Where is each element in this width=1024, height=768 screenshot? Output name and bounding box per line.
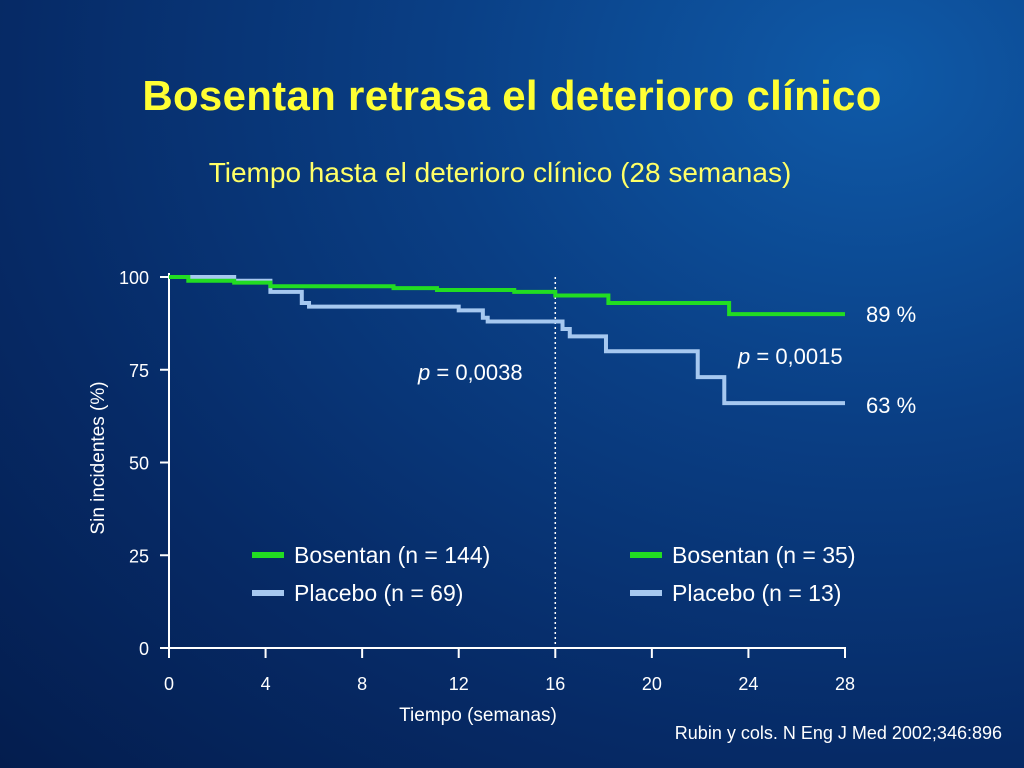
- chart-subtitle: Tiempo hasta el deterioro clínico (28 se…: [208, 157, 792, 188]
- legend-right: Bosentan (n = 35) Placebo (n = 13): [630, 542, 855, 606]
- x-tick-label: 16: [545, 674, 565, 694]
- y-tick-label: 50: [129, 454, 149, 474]
- legend-label-bosentan-144: Bosentan (n = 144): [294, 542, 490, 568]
- x-tick-label: 20: [642, 674, 662, 694]
- series-line-bosentan: [169, 275, 845, 317]
- chart-axes: [168, 273, 846, 649]
- x-tick-label: 24: [738, 674, 758, 694]
- x-tick-label: 0: [164, 674, 174, 694]
- legend-left: Bosentan (n = 144) Placebo (n = 69): [252, 542, 490, 606]
- y-tick-label: 100: [119, 268, 149, 288]
- pvalue-week28: p = 0,0015: [737, 344, 843, 369]
- y-tick-label: 0: [139, 639, 149, 659]
- x-tick-label: 8: [357, 674, 367, 694]
- y-tick-label: 75: [129, 361, 149, 381]
- legend-label-placebo-69: Placebo (n = 69): [294, 580, 463, 606]
- y-tick-label: 25: [129, 546, 149, 566]
- x-axis-label: Tiempo (semanas): [399, 705, 557, 726]
- legend-label-placebo-13: Placebo (n = 13): [672, 580, 841, 606]
- x-tick-label: 28: [835, 674, 855, 694]
- chart-ticks: 0 25 50 75 100 0 4 8 12 16 20 24 28: [119, 268, 855, 694]
- chart-series: [169, 275, 845, 406]
- slide-title: Bosentan retrasa el deterioro clínico: [142, 72, 882, 119]
- y-axis-label: Sin incidentes (%): [88, 381, 109, 534]
- legend-label-bosentan-35: Bosentan (n = 35): [672, 542, 855, 568]
- pvalue-week16: p = 0,0038: [417, 360, 523, 385]
- citation: Rubin y cols. N Eng J Med 2002;346:896: [674, 723, 1002, 743]
- x-tick-label: 4: [261, 674, 271, 694]
- end-label-bosentan: 89 %: [866, 302, 916, 327]
- series-line-placebo: [169, 275, 845, 406]
- x-tick-label: 12: [449, 674, 469, 694]
- end-label-placebo: 63 %: [866, 393, 916, 418]
